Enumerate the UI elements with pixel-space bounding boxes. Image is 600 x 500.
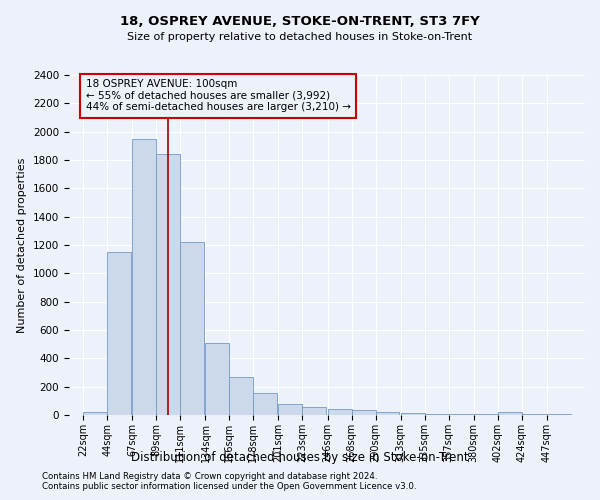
Text: 18, OSPREY AVENUE, STOKE-ON-TRENT, ST3 7FY: 18, OSPREY AVENUE, STOKE-ON-TRENT, ST3 7… bbox=[120, 15, 480, 28]
Bar bbox=[253, 393, 277, 415]
Text: Distribution of detached houses by size in Stoke-on-Trent: Distribution of detached houses by size … bbox=[131, 451, 469, 464]
Bar bbox=[473, 414, 497, 415]
Bar bbox=[205, 343, 229, 415]
Bar bbox=[401, 413, 425, 415]
Bar bbox=[278, 404, 302, 415]
Bar bbox=[157, 154, 181, 415]
Bar bbox=[376, 412, 400, 415]
Bar bbox=[83, 412, 107, 415]
Bar bbox=[521, 414, 545, 415]
Bar bbox=[449, 414, 473, 415]
Y-axis label: Number of detached properties: Number of detached properties bbox=[17, 158, 28, 332]
Bar bbox=[181, 242, 205, 415]
Text: 18 OSPREY AVENUE: 100sqm
← 55% of detached houses are smaller (3,992)
44% of sem: 18 OSPREY AVENUE: 100sqm ← 55% of detach… bbox=[86, 79, 350, 112]
Bar bbox=[107, 252, 131, 415]
Bar bbox=[133, 138, 157, 415]
Text: Contains public sector information licensed under the Open Government Licence v3: Contains public sector information licen… bbox=[42, 482, 416, 491]
Bar bbox=[352, 410, 376, 415]
Text: Contains HM Land Registry data © Crown copyright and database right 2024.: Contains HM Land Registry data © Crown c… bbox=[42, 472, 377, 481]
Bar bbox=[302, 407, 326, 415]
Bar bbox=[328, 408, 352, 415]
Bar bbox=[497, 412, 521, 415]
Bar bbox=[547, 414, 571, 415]
Text: Size of property relative to detached houses in Stoke-on-Trent: Size of property relative to detached ho… bbox=[127, 32, 473, 42]
Bar bbox=[425, 414, 449, 415]
Bar bbox=[229, 377, 253, 415]
